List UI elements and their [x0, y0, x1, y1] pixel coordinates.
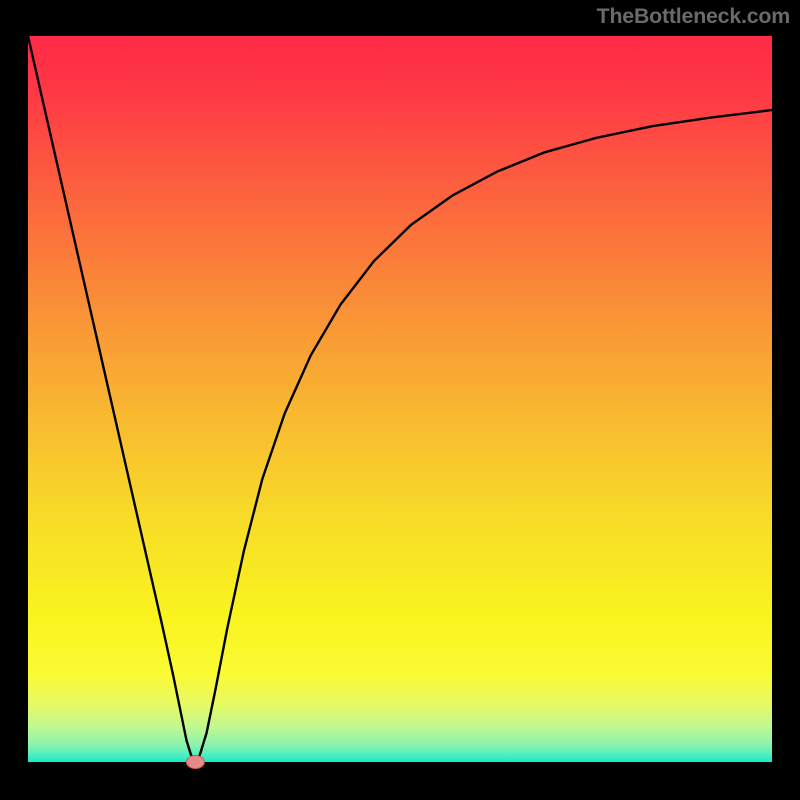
watermark-text: TheBottleneck.com	[597, 4, 790, 29]
chart-container: TheBottleneck.com	[0, 0, 800, 800]
bottleneck-chart	[0, 0, 800, 800]
optimum-marker	[186, 756, 204, 769]
plot-background	[28, 36, 772, 762]
